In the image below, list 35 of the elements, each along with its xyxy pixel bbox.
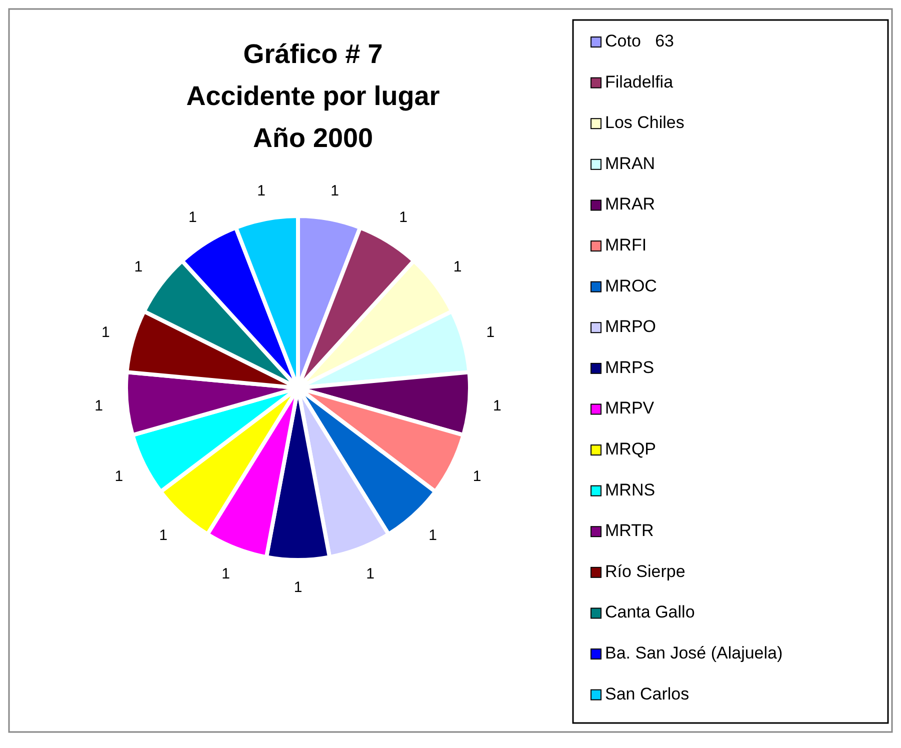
data-label: 1 — [486, 324, 495, 342]
data-label: 1 — [134, 258, 143, 276]
data-label: 1 — [114, 468, 124, 486]
data-label: 1 — [399, 208, 408, 226]
legend-label: Filadelfia — [605, 72, 674, 92]
data-label: 1 — [257, 182, 266, 200]
legend-label: Los Chiles — [605, 113, 684, 132]
data-label: 1 — [101, 324, 110, 342]
legend-label: MRAN — [605, 154, 656, 173]
data-label: 1 — [222, 565, 230, 582]
data-label: 1 — [472, 468, 482, 486]
data-label: 1 — [294, 578, 302, 596]
legend-label: Canta Gallo — [605, 602, 695, 622]
legend-label: Coto 63 — [605, 31, 674, 50]
data-label: 1 — [492, 397, 502, 414]
data-label: 1 — [94, 397, 104, 414]
text: Gráfico # 7 Accidente por lugar Año 2000 — [186, 39, 440, 153]
data-label: 1 — [159, 526, 168, 544]
data-label: 1 — [188, 208, 197, 226]
data-label: 1 — [366, 565, 374, 582]
legend-label: MRNS — [605, 480, 656, 500]
legend-label: MRTR — [605, 521, 654, 540]
legend-label: MROC — [605, 276, 657, 296]
data-label: 1 — [428, 526, 437, 544]
legend-label: MRPS — [605, 358, 654, 377]
legend-label: MRQP — [605, 439, 656, 458]
data-label: 1 — [453, 258, 462, 276]
legend-label: MRPO — [605, 317, 656, 336]
legend-label: MRFI — [605, 235, 647, 254]
legend-label: San Carlos — [605, 684, 690, 704]
legend-label: Ba. San José (Alajuela) — [605, 643, 783, 662]
legend-label: MRPV — [605, 398, 655, 418]
legend-label: MRAR — [605, 194, 656, 214]
data-label: 1 — [330, 182, 339, 200]
legend-label: Río Sierpe — [605, 562, 686, 581]
